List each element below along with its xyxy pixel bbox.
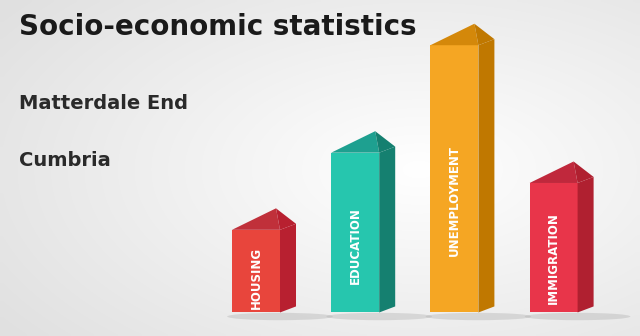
Polygon shape: [430, 24, 479, 45]
Polygon shape: [530, 183, 578, 312]
Polygon shape: [573, 162, 594, 183]
Polygon shape: [578, 177, 594, 312]
Text: Matterdale End: Matterdale End: [19, 94, 188, 113]
Polygon shape: [530, 162, 578, 183]
Polygon shape: [232, 230, 280, 312]
Ellipse shape: [326, 313, 432, 320]
Text: UNEMPLOYMENT: UNEMPLOYMENT: [448, 145, 461, 256]
Text: Cumbria: Cumbria: [19, 151, 111, 170]
Polygon shape: [332, 153, 380, 312]
Polygon shape: [280, 224, 296, 312]
Ellipse shape: [227, 313, 333, 320]
Polygon shape: [276, 208, 296, 230]
Polygon shape: [332, 131, 380, 153]
Text: Socio-economic statistics: Socio-economic statistics: [19, 13, 417, 41]
Text: IMMIGRATION: IMMIGRATION: [547, 212, 560, 304]
Polygon shape: [375, 131, 396, 153]
Text: HOUSING: HOUSING: [250, 247, 262, 309]
Polygon shape: [380, 146, 396, 312]
Ellipse shape: [426, 313, 531, 320]
Ellipse shape: [525, 313, 630, 320]
Polygon shape: [430, 45, 479, 312]
Polygon shape: [232, 208, 280, 230]
Polygon shape: [479, 39, 494, 312]
Text: EDUCATION: EDUCATION: [349, 207, 362, 284]
Polygon shape: [474, 24, 494, 45]
